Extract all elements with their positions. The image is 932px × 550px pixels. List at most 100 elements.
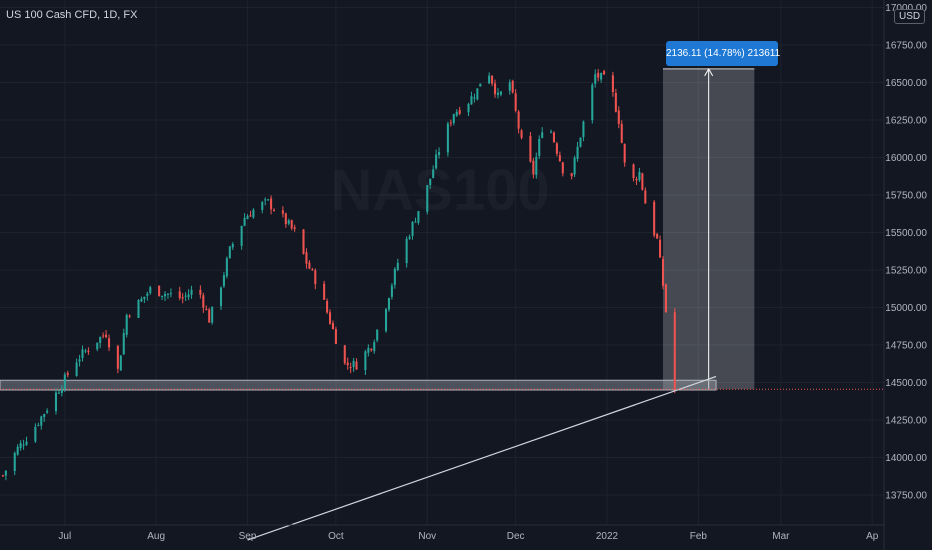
x-tick-label: Mar <box>772 531 790 542</box>
candle-up <box>435 154 438 169</box>
candle-up <box>140 298 143 302</box>
candle-down <box>181 297 184 299</box>
support-band <box>0 379 717 391</box>
chart-overlays <box>0 375 884 541</box>
candle-up <box>225 258 228 277</box>
candle-up <box>122 333 125 355</box>
candle-down <box>102 335 105 337</box>
candle-up <box>43 414 46 418</box>
candle-up <box>222 275 225 287</box>
candle-down <box>617 110 620 124</box>
y-tick-label: 14750.00 <box>885 341 927 352</box>
candle-up <box>149 287 152 293</box>
candle-up <box>231 244 234 248</box>
candle-up <box>34 426 37 442</box>
candle-up <box>84 350 87 352</box>
candle-up <box>261 202 264 210</box>
candle-up <box>594 74 597 84</box>
candle-down <box>311 269 314 271</box>
x-tick-label: Sep <box>239 531 257 542</box>
currency-badge[interactable]: USD <box>894 9 926 24</box>
candle-down <box>293 227 296 230</box>
candle-down <box>659 239 662 258</box>
candle-up <box>37 424 40 426</box>
candle-down <box>632 164 635 179</box>
candle-up <box>96 342 99 350</box>
candle-up <box>364 351 367 371</box>
candle-down <box>87 350 90 352</box>
candle-down <box>449 122 452 124</box>
candle-up <box>228 246 231 259</box>
candle-down <box>281 210 284 214</box>
candle-up <box>573 157 576 175</box>
candle-down <box>355 361 358 370</box>
candle-down <box>116 345 119 369</box>
candle-down <box>205 309 208 311</box>
candle-down <box>270 198 273 210</box>
candle-up <box>57 392 60 394</box>
candle-down <box>328 312 332 324</box>
candle-down <box>199 289 202 295</box>
y-tick-label: 16500.00 <box>885 78 927 89</box>
candle-up <box>264 199 267 201</box>
candle-down <box>532 160 535 175</box>
candle-up <box>166 293 169 295</box>
candle-down <box>314 270 317 285</box>
candle-up <box>16 446 19 455</box>
candle-down <box>614 93 617 112</box>
candle-down <box>664 284 667 312</box>
x-tick-label: 2022 <box>596 531 619 542</box>
y-tick-label: 15750.00 <box>885 191 927 202</box>
symbol-watermark: NAS100 <box>330 158 549 223</box>
candle-down <box>249 215 252 217</box>
candle-up <box>219 287 223 307</box>
candle-down <box>202 295 205 308</box>
candle-down <box>673 312 676 390</box>
candle-down <box>623 144 626 163</box>
candle-up <box>582 121 585 138</box>
candle-up <box>452 114 455 123</box>
candle-up <box>267 199 270 201</box>
symbol-title: US 100 Cash CFD, 1D, FX <box>6 9 138 21</box>
price-axis[interactable]: 13750.00 14000.00 14250.00 14500.00 14750.00… <box>883 0 927 550</box>
candle-up <box>22 444 25 446</box>
candle-up <box>211 306 214 323</box>
candle-down <box>511 80 514 93</box>
trend-line <box>247 375 717 541</box>
candle-up <box>246 216 249 219</box>
y-tick-label: 16000.00 <box>885 153 927 164</box>
candle-up <box>60 388 63 393</box>
candle-up <box>455 111 458 116</box>
candle-up <box>414 221 417 223</box>
candle-down <box>491 75 494 84</box>
candle-up <box>137 299 140 318</box>
candle-up <box>187 294 190 298</box>
candle-up <box>161 295 164 297</box>
candle-down <box>290 220 293 229</box>
candle-up <box>426 185 429 212</box>
candle-up <box>243 217 246 226</box>
candle-up <box>184 295 187 297</box>
candle-up <box>373 342 376 352</box>
candle-down <box>107 338 111 348</box>
candle-up <box>54 392 58 412</box>
candle-down <box>555 143 558 154</box>
y-tick-label: 14250.00 <box>885 416 927 427</box>
candle-up <box>252 209 255 218</box>
candle-up <box>119 355 122 371</box>
y-tick-label: 14000.00 <box>885 453 927 464</box>
candle-up <box>479 83 482 87</box>
candle-up <box>429 178 432 185</box>
x-tick-label: Feb <box>690 531 708 542</box>
candle-down <box>305 252 308 264</box>
x-tick-label: Aug <box>147 531 165 542</box>
candle-up <box>143 296 146 300</box>
candle-up <box>63 374 66 390</box>
candle-up <box>591 84 594 121</box>
candle-up <box>438 152 441 155</box>
candle-up <box>169 293 172 295</box>
chart-grid <box>0 0 884 525</box>
candle-down <box>273 209 276 211</box>
time-axis[interactable]: Jul Aug Sep Oct Nov Dec 2022 Feb Mar Ap <box>0 524 884 542</box>
